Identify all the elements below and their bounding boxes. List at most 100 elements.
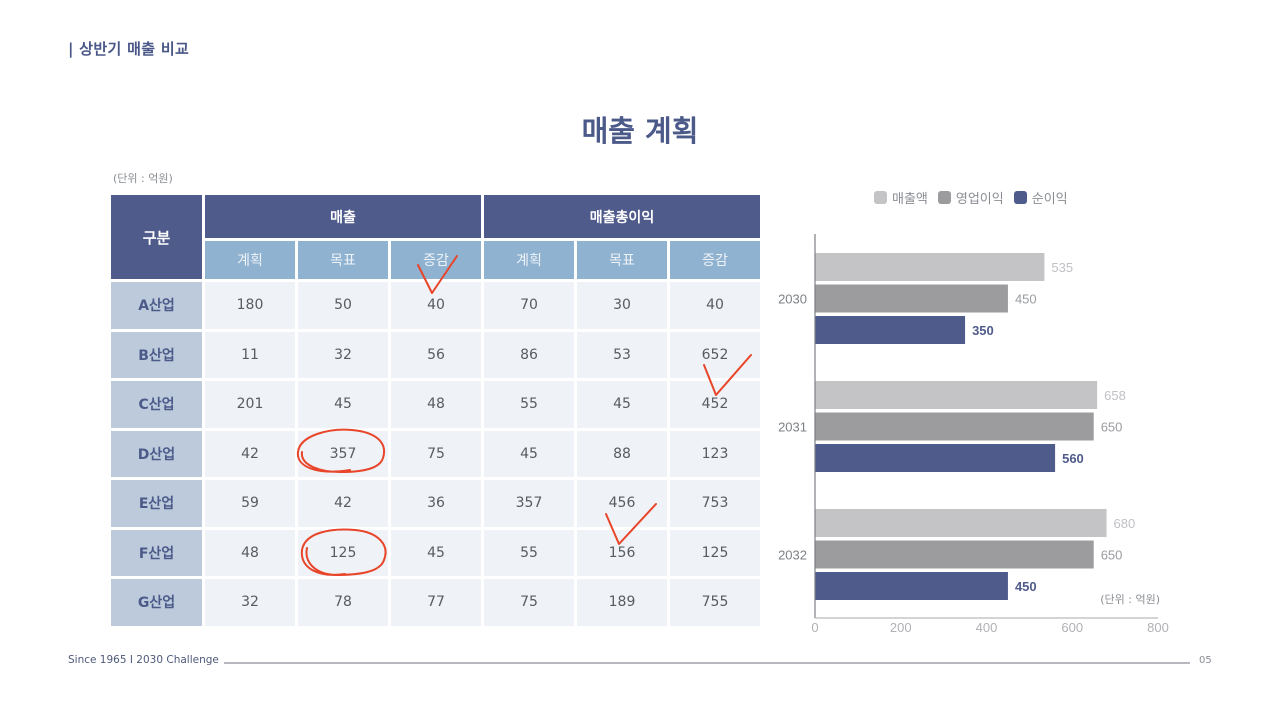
table-row: F산업 48 125 45 55 156 125 xyxy=(111,529,760,576)
y-axis-label: 2031 xyxy=(778,420,807,435)
footer-tagline: Since 1965 I 2030 Challenge xyxy=(68,654,219,666)
table-unit-label: (단위 : 억원) xyxy=(113,172,173,185)
table-cell: 45 xyxy=(298,381,388,428)
bar-value-label: 450 xyxy=(1015,579,1037,594)
page-title: 매출 계획 xyxy=(581,114,699,148)
table-cell: 189 xyxy=(577,579,667,626)
bar xyxy=(815,444,1056,472)
table-cell: 156 xyxy=(577,529,667,576)
row-header: C산업 xyxy=(111,381,202,428)
bar-value-label: 658 xyxy=(1104,388,1126,403)
table-cell: 45 xyxy=(577,381,667,428)
legend-swatch-icon xyxy=(874,191,887,204)
footer-divider xyxy=(224,662,1190,664)
table-cell: 50 xyxy=(298,282,388,329)
legend-item-net-profit: 순이익 xyxy=(1013,188,1068,207)
bar xyxy=(815,412,1094,441)
table-row: B산업 11 32 56 86 53 652 xyxy=(111,331,760,378)
sub-header-target: 목표 xyxy=(298,241,388,279)
sales-plan-table: 구분 매출 매출총이익 계획 목표 증감 계획 목표 증감 A산업 180 50 40… xyxy=(108,192,763,629)
group-header-sales: 매출 xyxy=(205,195,481,238)
sub-header-plan: 계획 xyxy=(205,241,295,279)
table-cell: 452 xyxy=(670,381,760,428)
table-cell: 75 xyxy=(391,430,481,477)
chart-legend: 매출액 영업이익 순이익 xyxy=(874,188,1068,207)
table-cell: 30 xyxy=(577,282,667,329)
table-cell: 201 xyxy=(205,381,295,428)
table-cell: 753 xyxy=(670,480,760,527)
table-cell: 125 xyxy=(298,529,388,576)
bar-value-label: 650 xyxy=(1101,420,1123,435)
table-cell: 357 xyxy=(484,480,574,527)
sub-header-plan: 계획 xyxy=(484,241,574,279)
x-axis-tick-label: 800 xyxy=(1147,620,1169,635)
bar-value-label: 350 xyxy=(972,323,994,338)
table-cell: 456 xyxy=(577,480,667,527)
row-header: B산업 xyxy=(111,331,202,378)
x-axis-tick-label: 400 xyxy=(976,620,998,635)
bar xyxy=(815,381,1098,409)
table-cell: 180 xyxy=(205,282,295,329)
bar-value-label: 680 xyxy=(1114,516,1136,531)
bar-value-label: 535 xyxy=(1051,260,1073,275)
table-cell: 45 xyxy=(391,529,481,576)
table-cell: 123 xyxy=(670,430,760,477)
table-cell: 125 xyxy=(670,529,760,576)
legend-swatch-icon xyxy=(1013,191,1027,204)
table-cell: 42 xyxy=(205,430,295,477)
table-cell: 56 xyxy=(391,331,481,378)
bar xyxy=(815,284,1008,313)
table-cell: 652 xyxy=(670,331,760,378)
table-cell: 11 xyxy=(205,331,295,378)
bar-value-label: 560 xyxy=(1062,451,1084,466)
legend-label: 영업이익 xyxy=(955,192,1004,207)
bar xyxy=(815,253,1045,281)
legend-item-sales: 매출액 xyxy=(874,188,928,207)
table-cell: 755 xyxy=(670,579,760,626)
table-cell: 86 xyxy=(484,331,574,378)
table-cell: 88 xyxy=(577,430,667,477)
table-row: A산업 180 50 40 70 30 40 xyxy=(111,282,760,329)
corner-header: 구분 xyxy=(111,195,202,279)
horizontal-bar-chart: 535 450 350 2030 658 650 560 2031 680 650 450 2032 0… xyxy=(778,234,1169,635)
bar-value-label: 650 xyxy=(1101,548,1123,563)
table-cell: 42 xyxy=(298,480,388,527)
legend-item-operating-profit: 영업이익 xyxy=(937,188,1004,207)
table-cell: 36 xyxy=(391,480,481,527)
bar xyxy=(815,540,1094,569)
y-axis-label: 2030 xyxy=(778,292,807,307)
table-cell: 32 xyxy=(205,579,295,626)
group-header-gross-profit: 매출총이익 xyxy=(484,195,760,238)
table-cell: 45 xyxy=(484,430,574,477)
chart-unit-label: (단위 : 억원) xyxy=(1100,593,1160,606)
legend-swatch-icon xyxy=(937,191,951,204)
table-row: D산업 42 357 75 45 88 123 xyxy=(111,430,760,477)
sub-header-change: 증감 xyxy=(670,241,760,279)
table-row: C산업 201 45 48 55 45 452 xyxy=(111,381,760,428)
table-cell: 53 xyxy=(577,331,667,378)
sub-header-target: 목표 xyxy=(577,241,667,279)
sub-header-change: 증감 xyxy=(391,241,481,279)
bar xyxy=(815,572,1008,600)
table-cell: 75 xyxy=(484,579,574,626)
table-cell: 48 xyxy=(391,381,481,428)
table-cell: 70 xyxy=(484,282,574,329)
table-cell: 78 xyxy=(298,579,388,626)
page-number: 05 xyxy=(1199,655,1212,666)
table-cell: 40 xyxy=(670,282,760,329)
x-axis-tick-label: 0 xyxy=(811,620,818,635)
row-header: E산업 xyxy=(111,480,202,527)
bar-value-label: 450 xyxy=(1015,292,1037,307)
table-cell: 48 xyxy=(205,529,295,576)
bar xyxy=(815,509,1107,537)
table-cell: 55 xyxy=(484,529,574,576)
table-cell: 55 xyxy=(484,381,574,428)
table-cell: 32 xyxy=(298,331,388,378)
table-cell: 59 xyxy=(205,480,295,527)
table-row: G산업 32 78 77 75 189 755 xyxy=(111,579,760,626)
row-header: F산업 xyxy=(111,529,202,576)
row-header: A산업 xyxy=(111,282,202,329)
table-row: E산업 59 42 36 357 456 753 xyxy=(111,480,760,527)
table-cell: 40 xyxy=(391,282,481,329)
table-cell: 77 xyxy=(391,579,481,626)
